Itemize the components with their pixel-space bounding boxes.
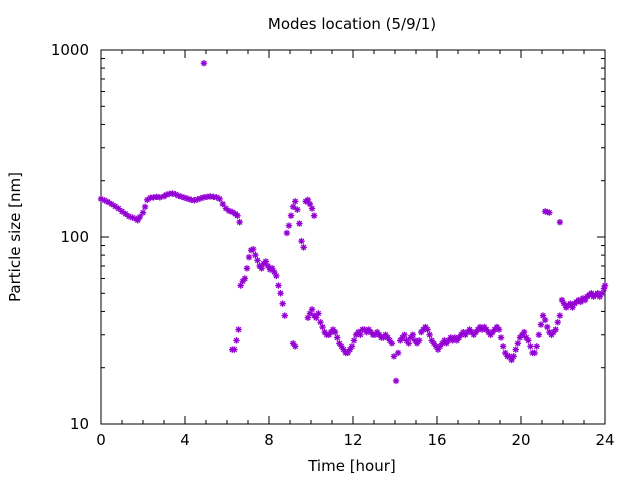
data-point: [331, 328, 339, 336]
data-point: [499, 343, 507, 350]
data-point: [235, 326, 242, 333]
data-point: [554, 319, 561, 326]
data-point: [533, 343, 540, 350]
data-point: [300, 244, 307, 251]
data-point: [424, 326, 431, 333]
x-tick-label: 24: [595, 431, 614, 449]
x-tick-label: 12: [343, 431, 362, 449]
data-point: [510, 353, 517, 360]
data-point: [308, 306, 316, 313]
data-point: [236, 218, 243, 226]
data-point: [294, 206, 301, 213]
data-point: [415, 337, 423, 344]
data-point: [405, 340, 412, 347]
x-tick-label: 8: [264, 431, 274, 449]
data-point: [525, 337, 532, 344]
data-point: [552, 326, 559, 333]
data-point: [254, 257, 261, 264]
data-point: [392, 377, 400, 385]
data-point: [388, 340, 396, 347]
data-point: [544, 323, 551, 331]
data-point: [535, 331, 543, 338]
data-point: [315, 310, 322, 317]
data-point: [243, 265, 251, 272]
x-axis-label: Time [hour]: [307, 457, 396, 475]
data-point: [348, 343, 356, 350]
data-point: [216, 195, 223, 203]
data-point: [285, 222, 293, 229]
data-point: [556, 312, 564, 319]
data-point: [141, 203, 149, 211]
data-point: [279, 300, 286, 307]
data-point: [512, 346, 519, 353]
data-point: [200, 59, 208, 67]
data-point: [531, 349, 538, 357]
data-point: [319, 323, 326, 331]
data-point: [287, 212, 295, 219]
data-point: [245, 253, 253, 261]
data-point: [409, 331, 417, 338]
data-series: [97, 59, 609, 385]
data-point: [231, 346, 238, 353]
data-point: [334, 334, 341, 341]
data-point: [241, 275, 249, 282]
data-point: [277, 290, 284, 297]
data-point: [556, 218, 564, 226]
x-tick-label: 4: [180, 431, 190, 449]
y-tick-label: 100: [60, 228, 89, 246]
data-point: [394, 349, 402, 357]
data-point: [281, 312, 288, 319]
data-point: [111, 203, 119, 210]
x-axis: 0 4 8 12 16 20 24: [96, 50, 615, 449]
data-point: [134, 216, 141, 224]
data-point: [296, 220, 303, 227]
data-point: [310, 212, 318, 219]
data-point: [541, 316, 549, 324]
plot-frame: [100, 49, 606, 425]
data-point: [283, 229, 291, 237]
data-point: [108, 200, 115, 208]
data-point: [234, 212, 241, 219]
data-point: [273, 272, 280, 280]
data-point: [537, 321, 545, 328]
data-point: [233, 337, 240, 344]
data-point: [495, 326, 503, 333]
plot-border: [100, 49, 606, 425]
data-point: [601, 282, 609, 289]
data-point: [546, 209, 553, 216]
data-point: [514, 340, 522, 347]
data-point: [136, 213, 144, 221]
data-point: [252, 251, 259, 259]
data-point: [250, 246, 257, 253]
data-point: [527, 343, 534, 350]
data-point: [426, 331, 433, 338]
data-point: [308, 205, 316, 212]
data-point: [497, 334, 505, 341]
chart-title: Modes location (5/9/1): [268, 15, 436, 33]
y-axis: 10 100 1000: [51, 41, 605, 433]
data-point: [350, 337, 358, 344]
y-axis-label: Particle size [nm]: [6, 172, 24, 302]
data-point: [357, 331, 364, 338]
x-tick-label: 20: [511, 431, 530, 449]
data-point: [292, 198, 299, 205]
data-point: [219, 200, 226, 208]
y-tick-label: 10: [70, 415, 89, 433]
data-point: [520, 328, 528, 336]
x-tick-label: 16: [427, 431, 446, 449]
data-point: [298, 237, 305, 245]
y-tick-label: 1000: [51, 41, 89, 59]
data-point: [401, 331, 408, 338]
data-point: [139, 209, 147, 216]
data-point: [317, 319, 324, 326]
x-tick-label: 0: [96, 431, 106, 449]
data-point: [118, 208, 126, 215]
data-point: [292, 343, 299, 350]
data-point: [275, 282, 282, 289]
data-point: [289, 203, 297, 211]
